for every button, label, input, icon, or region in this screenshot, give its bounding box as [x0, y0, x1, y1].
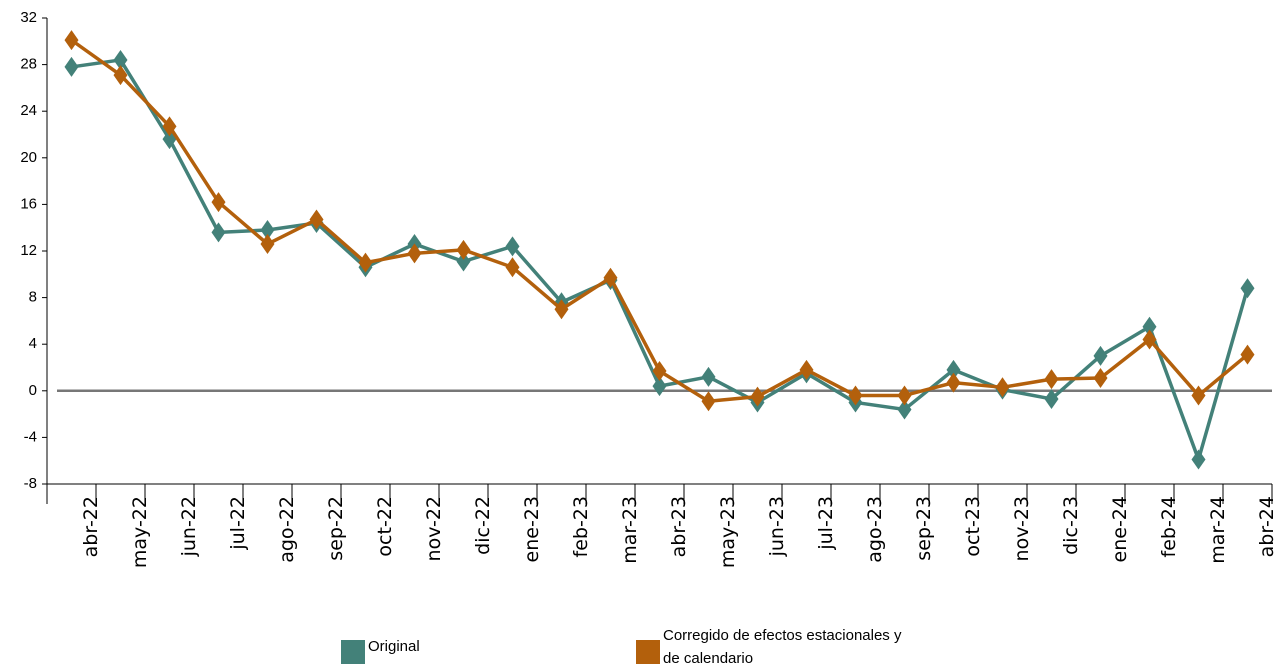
legend-label: Original — [368, 638, 420, 655]
point-marker — [652, 360, 667, 381]
point-marker — [456, 251, 471, 272]
point-marker — [897, 399, 912, 420]
x-tick-label: abr-23 — [668, 496, 690, 557]
y-tick-label: 20 — [20, 149, 37, 166]
x-tick-label: jun-22 — [178, 496, 200, 557]
legend-label: Corregido de efectos estacionales y de c… — [663, 627, 902, 667]
legend-item: Original — [341, 634, 420, 664]
x-tick-label: may-22 — [129, 496, 151, 568]
point-marker — [799, 359, 814, 380]
point-marker — [113, 49, 128, 70]
point-marker — [652, 376, 667, 397]
x-tick-label: jul-23 — [815, 496, 837, 551]
x-tick-label: jul-22 — [227, 496, 249, 551]
point-marker — [260, 234, 275, 255]
point-marker — [701, 366, 716, 387]
x-tick-label: dic-22 — [472, 496, 494, 555]
x-tick-label: feb-23 — [570, 496, 592, 557]
x-tick-label: ago-23 — [864, 496, 886, 563]
legend-item: Corregido de efectos estacionales y de c… — [636, 624, 913, 670]
x-tick-label: sep-22 — [325, 496, 347, 561]
x-tick-label: jun-23 — [766, 496, 788, 557]
point-marker — [554, 299, 569, 320]
point-marker — [64, 30, 79, 51]
point-marker — [750, 386, 765, 407]
point-marker — [701, 391, 716, 412]
point-marker — [505, 236, 520, 257]
y-tick-label: -4 — [24, 428, 37, 445]
point-marker — [848, 385, 863, 406]
x-tick-label: ene-23 — [521, 496, 543, 562]
x-tick-label: dic-23 — [1060, 496, 1082, 555]
point-marker — [603, 267, 618, 288]
x-tick-label: sep-23 — [913, 496, 935, 561]
y-tick-label: 12 — [20, 242, 37, 259]
y-tick-label: 8 — [29, 289, 37, 306]
point-marker — [456, 239, 471, 260]
point-marker — [113, 65, 128, 86]
chart: -8 -4 0 4 8 12 16 20 24 28 32 abr-22 may-22 jun-22 jul… — [20, 9, 1275, 568]
x-tick-label: ene-24 — [1109, 496, 1131, 562]
point-marker — [211, 192, 226, 213]
point-marker — [1191, 385, 1206, 406]
point-marker — [211, 222, 226, 243]
series-line — [71, 58, 1250, 462]
point-marker — [1142, 329, 1157, 350]
legend-swatch — [636, 640, 660, 664]
point-marker — [358, 252, 373, 273]
point-marker — [1240, 344, 1255, 365]
point-marker — [1044, 388, 1059, 409]
point-marker — [162, 116, 177, 137]
point-marker — [1093, 345, 1108, 366]
y-tick-label: 24 — [20, 102, 37, 119]
y-tick-label: 32 — [20, 9, 37, 26]
x-tick-label: nov-23 — [1011, 496, 1033, 561]
point-marker — [1142, 316, 1157, 337]
x-tick-label: oct-23 — [962, 496, 984, 557]
y-tick-label: -8 — [24, 475, 37, 492]
y-tick-label: 28 — [20, 56, 37, 73]
point-marker — [1093, 367, 1108, 388]
y-tick-label: 16 — [20, 195, 37, 212]
point-marker — [1240, 278, 1255, 299]
x-tick-label: feb-24 — [1158, 496, 1180, 557]
point-marker — [407, 243, 422, 264]
point-marker — [995, 377, 1010, 398]
x-tick-label: abr-22 — [80, 496, 102, 557]
x-tick-label: ago-22 — [276, 496, 298, 563]
point-marker — [1044, 369, 1059, 390]
point-marker — [946, 359, 961, 380]
x-tick-label: nov-22 — [423, 496, 445, 561]
x-tick-label: mar-23 — [619, 496, 641, 564]
point-marker — [309, 209, 324, 230]
point-marker — [1191, 449, 1206, 470]
point-marker — [946, 372, 961, 393]
point-marker — [64, 56, 79, 77]
x-tick-label: oct-22 — [374, 496, 396, 557]
x-tick-label: abr-24 — [1256, 496, 1275, 557]
y-tick-label: 4 — [29, 335, 37, 352]
series-line — [70, 38, 1249, 404]
point-marker — [260, 220, 275, 241]
x-tick-label: may-23 — [717, 496, 739, 568]
y-tick-label: 0 — [29, 382, 37, 399]
point-marker — [897, 385, 912, 406]
x-tick-label: mar-24 — [1207, 496, 1229, 564]
point-marker — [505, 257, 520, 278]
legend-swatch — [341, 640, 365, 664]
